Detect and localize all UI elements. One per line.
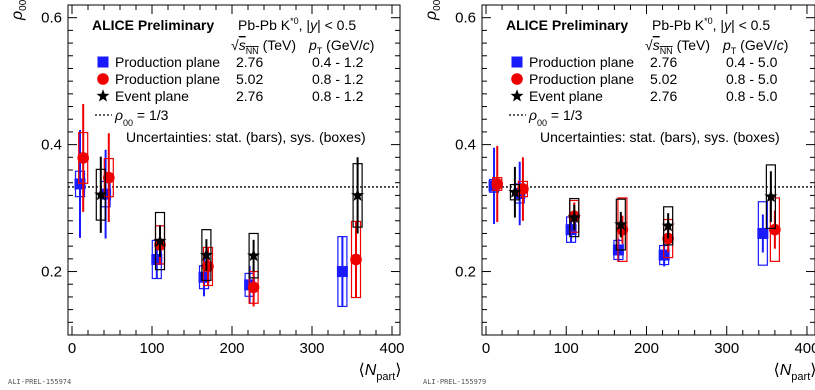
legend-pt: 0.4 - 1.2	[312, 54, 364, 70]
reference-legend-label: ρ00 = 1/3	[114, 107, 169, 128]
series-1	[488, 147, 769, 267]
data-point	[565, 224, 577, 236]
x-tick-label: 300	[299, 340, 324, 357]
watermark-label: ALI-PREL-155974	[8, 378, 71, 386]
x-tick-label: 0	[68, 340, 76, 357]
legend-marker	[97, 56, 109, 68]
legend-label: Production plane	[529, 54, 634, 70]
watermark-label: ALI-PREL-155979	[423, 378, 486, 386]
data-point	[517, 183, 529, 195]
legend-label: Event plane	[529, 88, 603, 104]
y-tick-label: 0.6	[41, 10, 62, 27]
data-point	[350, 253, 362, 266]
sys-box	[765, 164, 776, 229]
sys-box	[615, 198, 626, 251]
sys-box	[154, 211, 166, 271]
x-tick-label: 100	[139, 340, 164, 357]
legend-energy: 2.76	[236, 88, 263, 104]
data-point	[661, 219, 675, 232]
data-point	[199, 248, 213, 261]
legend-energy: 2.76	[650, 54, 677, 70]
sys-box	[201, 229, 212, 282]
legend-pt: 0.8 - 1.2	[312, 88, 364, 104]
legend-energy: 5.02	[236, 71, 263, 87]
data-point	[247, 281, 260, 294]
series-3	[508, 164, 778, 251]
legend-marker	[96, 89, 110, 102]
legend-energy: 5.02	[650, 71, 677, 87]
x-tick-label: 100	[554, 340, 579, 357]
legend-label: Production plane	[115, 54, 220, 70]
energy-column-header: √sNN (TeV)	[231, 37, 296, 56]
data-point	[614, 217, 628, 231]
legend-label: Production plane	[529, 71, 634, 87]
experiment-label: ALICE Preliminary	[506, 17, 628, 33]
legend-marker	[97, 73, 109, 85]
legend-marker	[511, 73, 523, 85]
data-point	[247, 248, 261, 262]
chart-panel-2: 0 100 200 300 400 0.2 0.4 0.6 ρ00 ⟨Npart⟩ ALICE Pr…	[423, 0, 815, 386]
y-tick-label: 0.2	[455, 264, 476, 281]
sys-box	[248, 232, 259, 279]
data-point	[491, 178, 504, 190]
x-tick-label: 200	[634, 340, 659, 357]
y-tick-label: 0.4	[455, 137, 476, 154]
data-point	[764, 189, 778, 203]
legend-label: Event plane	[115, 88, 189, 104]
legend-pt: 0.8 - 5.0	[726, 71, 778, 87]
y-tick-label: 0.4	[41, 137, 62, 154]
data-point	[202, 260, 214, 273]
legend-pt: 0.8 - 1.2	[312, 71, 364, 87]
y-tick-label: 0.6	[455, 10, 476, 27]
legend-pt: 0.8 - 5.0	[726, 88, 778, 104]
legend-pt: 0.4 - 5.0	[726, 54, 778, 70]
data-point	[351, 188, 365, 201]
x-tick-label: 0	[482, 340, 490, 357]
y-axis-label: ρ00	[423, 0, 443, 21]
uncertainties-note: Uncertainties: stat. (bars), sys. (boxes…	[540, 129, 780, 145]
data-point	[77, 152, 89, 164]
data-point	[508, 185, 522, 198]
experiment-label: ALICE Preliminary	[92, 17, 214, 33]
data-point	[153, 234, 167, 247]
system-label: Pb-Pb K*0, |y| < 0.5	[238, 16, 356, 33]
pt-column-header: pT (GeV/c)	[308, 37, 374, 56]
data-point	[757, 227, 769, 239]
pt-column-header: pT (GeV/c)	[722, 37, 788, 56]
system-label: Pb-Pb K*0, |y| < 0.5	[652, 16, 770, 33]
x-tick-label: 400	[794, 340, 815, 357]
data-point	[74, 178, 86, 190]
reference-legend-label: ρ00 = 1/3	[528, 107, 583, 128]
series-2	[491, 145, 781, 262]
data-point	[567, 210, 581, 224]
data-point	[336, 266, 348, 278]
legend-marker	[510, 89, 524, 102]
series-3	[94, 156, 365, 282]
y-axis-label: ρ00	[9, 0, 29, 21]
legend-energy: 2.76	[650, 88, 677, 104]
x-tick-label: 300	[714, 340, 739, 357]
sys-box	[663, 206, 674, 246]
data-point	[94, 187, 108, 201]
data-point	[151, 253, 163, 265]
x-axis-label: ⟨Npart⟩	[773, 362, 815, 383]
legend-marker	[511, 56, 523, 68]
uncertainties-note: Uncertainties: stat. (bars), sys. (boxes…	[126, 129, 366, 145]
chart-panel-1: 0 100 200 300 400 0.2 0.4 0.6 ρ00 ⟨Npart⟩ ALICE Pr…	[8, 0, 405, 386]
x-axis-label: ⟨Npart⟩	[358, 362, 401, 383]
legend-label: Production plane	[115, 71, 220, 87]
data-point	[769, 223, 781, 236]
y-tick-label: 0.2	[41, 264, 62, 281]
x-tick-label: 200	[219, 340, 244, 357]
legend-energy: 2.76	[236, 54, 263, 70]
sys-box	[569, 197, 580, 238]
x-tick-label: 400	[379, 340, 404, 357]
energy-column-header: √sNN (TeV)	[645, 37, 710, 56]
